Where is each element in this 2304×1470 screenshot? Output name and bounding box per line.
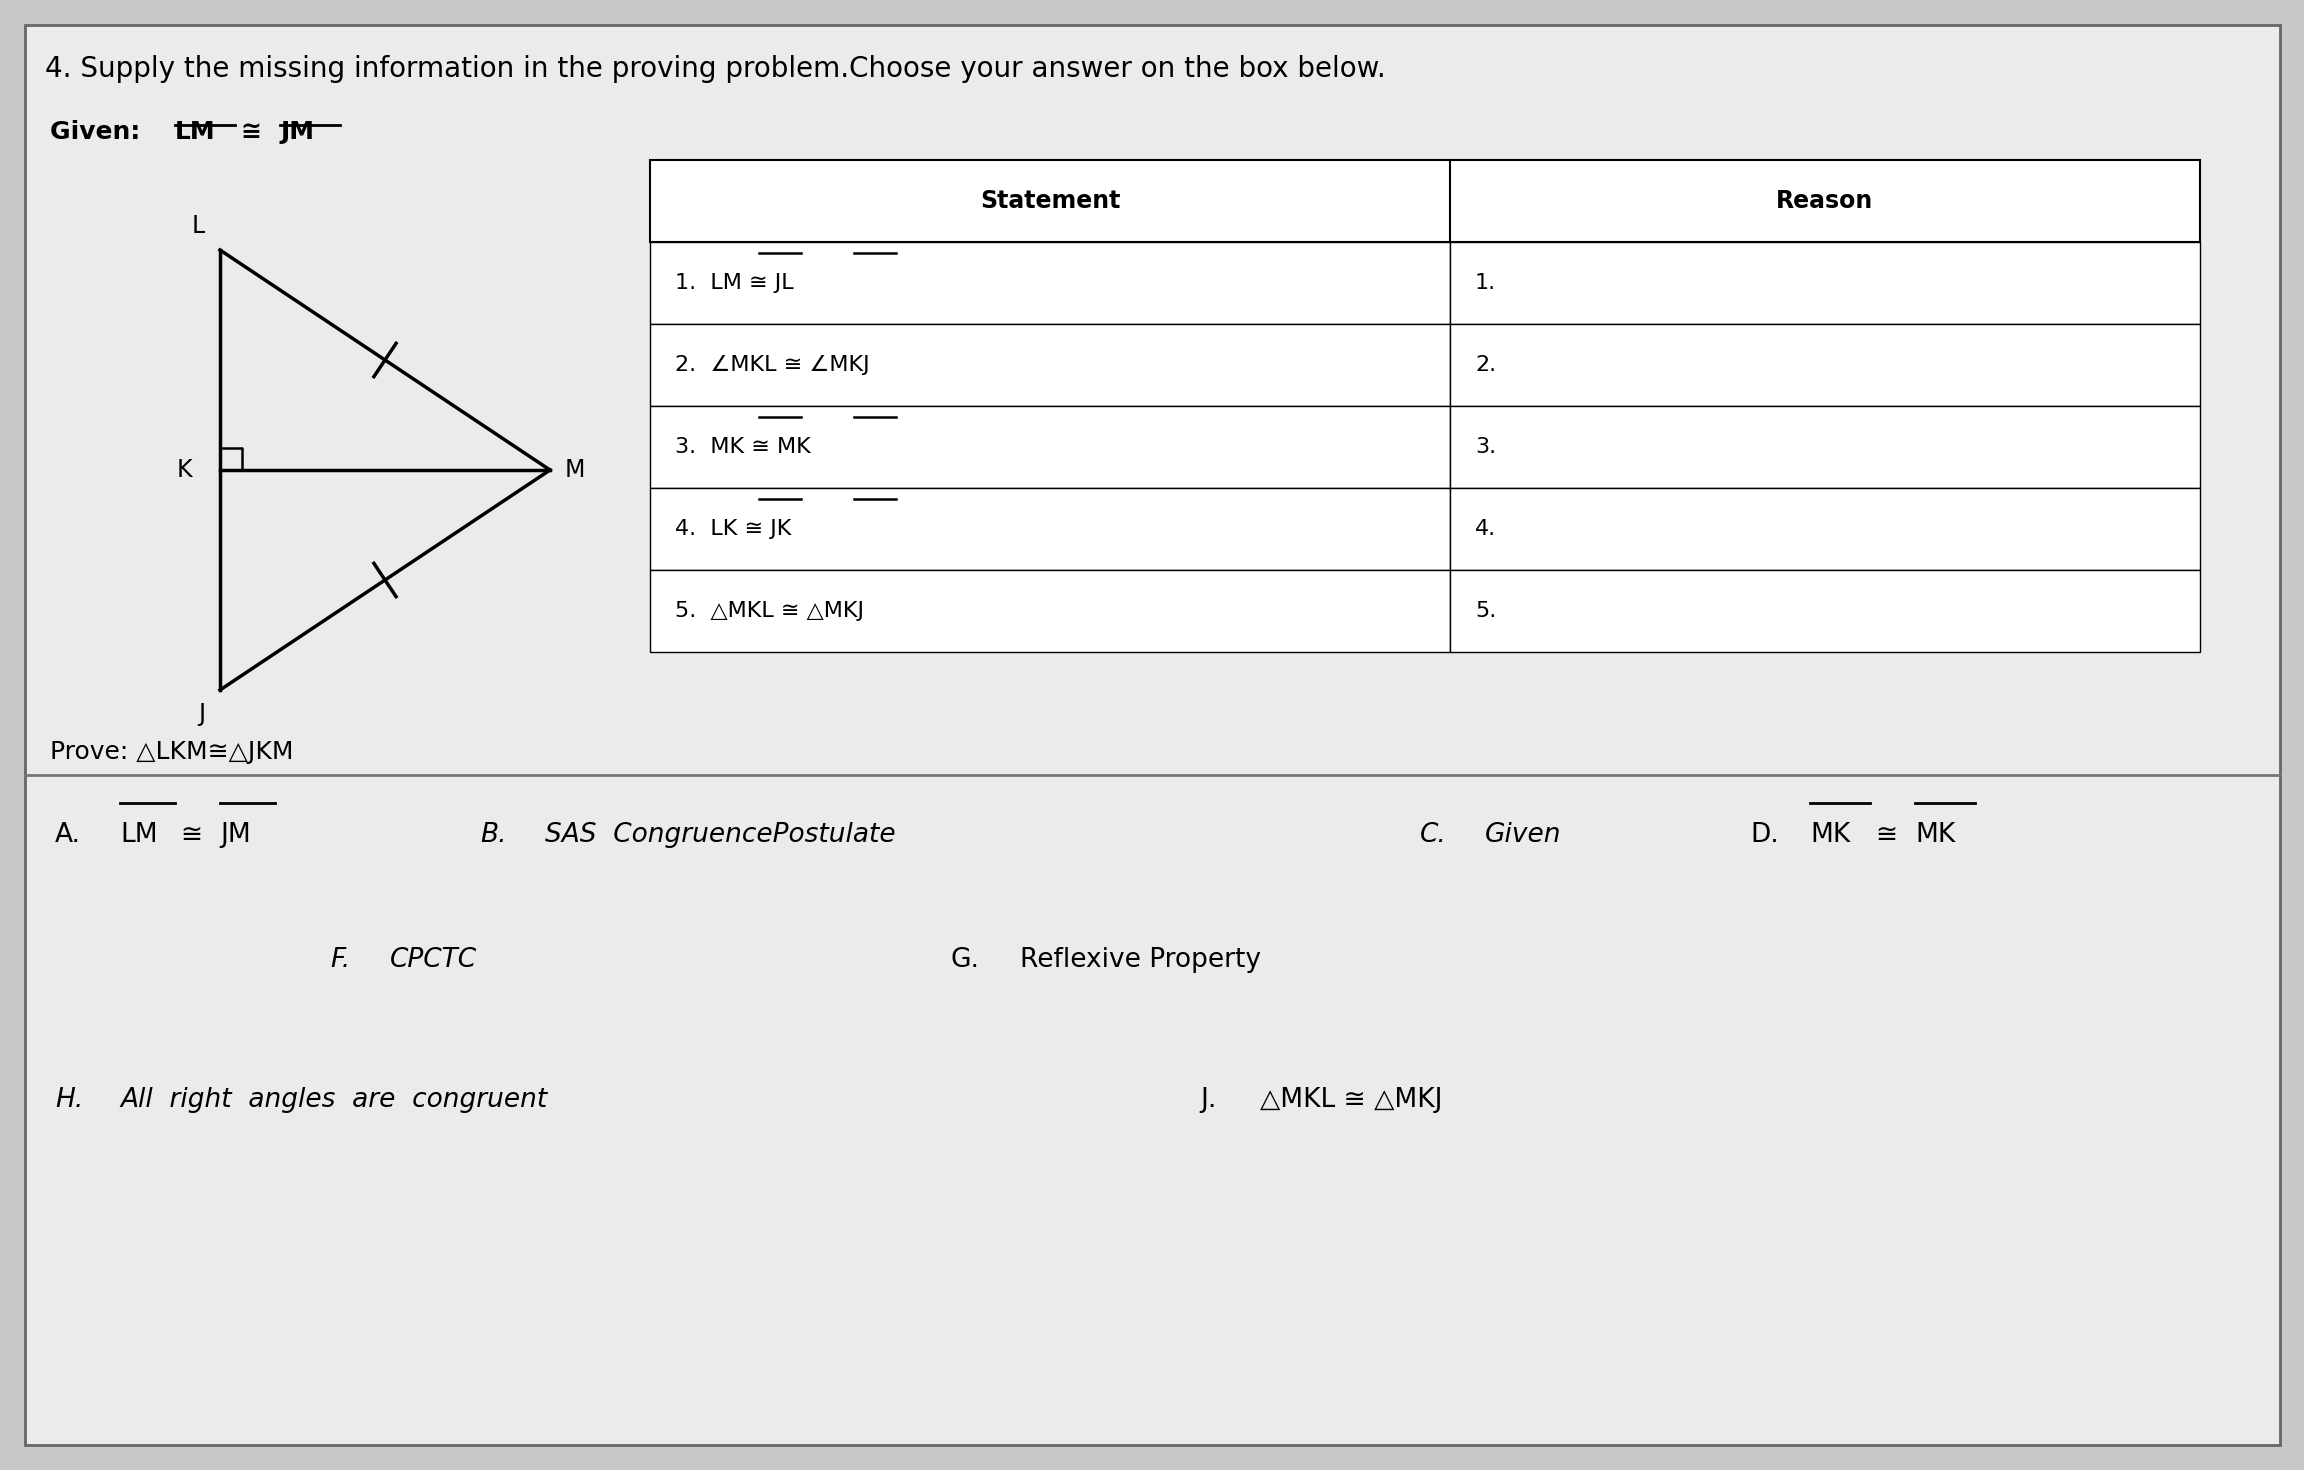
Text: 2.  ∠MKL ≅ ∠MKJ: 2. ∠MKL ≅ ∠MKJ: [675, 354, 869, 375]
Text: 5.: 5.: [1475, 601, 1495, 620]
Text: A.: A.: [55, 822, 81, 848]
Text: M: M: [564, 459, 585, 482]
Bar: [1449, 323, 2200, 406]
Text: 4.: 4.: [1475, 519, 1495, 539]
Text: SAS  CongruencePostulate: SAS CongruencePostulate: [546, 822, 896, 848]
Text: L: L: [191, 215, 205, 238]
Text: 1.: 1.: [1475, 273, 1495, 293]
Bar: [650, 160, 2200, 243]
Bar: [650, 243, 1449, 323]
Bar: [650, 488, 1449, 570]
Text: LM: LM: [175, 121, 217, 144]
Bar: [1449, 406, 2200, 488]
Text: ≅: ≅: [240, 121, 260, 144]
Text: Given:: Given:: [51, 121, 150, 144]
Text: MK: MK: [1811, 822, 1850, 848]
Text: 3.: 3.: [1475, 437, 1495, 457]
Text: H.: H.: [55, 1086, 83, 1113]
Text: 2.: 2.: [1475, 354, 1495, 375]
Bar: [1449, 570, 2200, 653]
Bar: [1449, 243, 2200, 323]
Bar: [650, 570, 1449, 653]
Text: MK: MK: [1915, 822, 1956, 848]
Text: 5.  △MKL ≅ △MKJ: 5. △MKL ≅ △MKJ: [675, 601, 864, 620]
Bar: [650, 406, 1449, 488]
Text: Reason: Reason: [1776, 190, 1873, 213]
Text: J: J: [198, 703, 205, 726]
Text: JM: JM: [281, 121, 313, 144]
Text: B.: B.: [479, 822, 507, 848]
Text: 4.  LK ≅ JK: 4. LK ≅ JK: [675, 519, 790, 539]
Text: J.: J.: [1200, 1086, 1217, 1113]
Text: 4. Supply the missing information in the proving problem.Choose your answer on t: 4. Supply the missing information in the…: [46, 54, 1385, 82]
Text: 1.  LM ≅ JL: 1. LM ≅ JL: [675, 273, 793, 293]
Text: △MKL ≅ △MKJ: △MKL ≅ △MKJ: [1260, 1086, 1442, 1113]
Text: Reflexive Property: Reflexive Property: [1021, 947, 1260, 973]
Bar: [650, 323, 1449, 406]
Text: G.: G.: [949, 947, 979, 973]
Text: D.: D.: [1751, 822, 1779, 848]
Text: Statement: Statement: [979, 190, 1120, 213]
Text: C.: C.: [1419, 822, 1447, 848]
Text: All  right  angles  are  congruent: All right angles are congruent: [120, 1086, 548, 1113]
Text: Prove: △LKM≅△JKM: Prove: △LKM≅△JKM: [51, 739, 293, 764]
Text: K: K: [177, 459, 191, 482]
Text: F.: F.: [329, 947, 350, 973]
Bar: [1449, 488, 2200, 570]
Text: LM: LM: [120, 822, 157, 848]
Text: ≅: ≅: [180, 822, 203, 848]
Text: 3.  MK ≅ MK: 3. MK ≅ MK: [675, 437, 811, 457]
Text: ≅: ≅: [1875, 822, 1896, 848]
Text: Given: Given: [1486, 822, 1562, 848]
Text: CPCTC: CPCTC: [389, 947, 477, 973]
Text: JM: JM: [219, 822, 251, 848]
